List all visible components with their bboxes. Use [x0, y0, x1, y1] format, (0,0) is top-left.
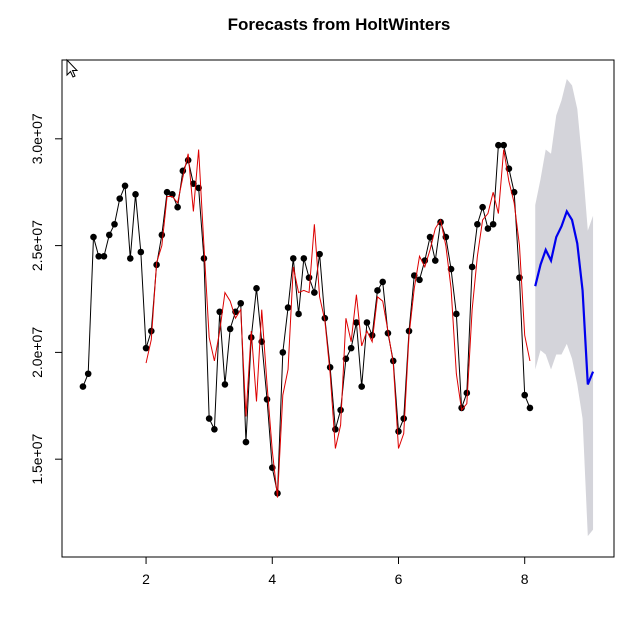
data-point	[205, 415, 213, 422]
data-point	[484, 225, 492, 232]
data-point	[190, 180, 197, 187]
data-point	[221, 381, 229, 388]
data-point	[479, 203, 486, 211]
data-point	[374, 287, 381, 294]
chart-title: Forecasts from HoltWinters	[228, 15, 451, 34]
data-point	[100, 252, 108, 260]
data-point	[284, 304, 292, 311]
data-point	[95, 252, 103, 260]
data-point	[263, 396, 271, 403]
data-point	[105, 231, 113, 239]
data-point	[84, 370, 92, 378]
data-point	[216, 308, 224, 316]
data-point	[337, 406, 344, 414]
data-point	[447, 265, 455, 273]
data-point	[316, 250, 323, 258]
data-point	[111, 220, 118, 228]
data-point	[311, 289, 318, 296]
data-point	[132, 191, 139, 198]
data-point	[158, 231, 166, 239]
series-line	[534, 208, 595, 385]
mouse-cursor	[66, 58, 79, 78]
data-point	[211, 425, 218, 433]
data-point	[90, 233, 97, 241]
data-point	[326, 364, 334, 371]
data-point	[116, 195, 124, 202]
data-point	[353, 319, 360, 326]
data-point	[163, 188, 171, 196]
forecast-interval	[535, 79, 594, 537]
data-point	[142, 344, 150, 352]
x-tick-label: 6	[395, 571, 403, 587]
data-point	[463, 389, 471, 397]
data-point	[495, 141, 502, 149]
data-point	[237, 299, 245, 307]
data-point	[295, 310, 302, 318]
data-point	[426, 233, 434, 241]
data-point	[121, 182, 129, 190]
x-tick-label: 4	[268, 571, 276, 587]
x-tick-label: 8	[521, 571, 529, 587]
data-point	[526, 404, 534, 412]
data-point	[500, 141, 507, 149]
x-tick-label: 2	[142, 571, 150, 587]
data-point	[289, 255, 297, 262]
data-point	[363, 319, 371, 326]
data-point	[416, 276, 423, 284]
data-point	[489, 220, 497, 228]
data-point	[79, 383, 87, 390]
data-point	[453, 310, 460, 318]
data-point	[253, 285, 260, 292]
data-point	[300, 255, 308, 262]
data-point	[510, 188, 518, 196]
y-tick-label: 2.5e+07	[29, 220, 45, 271]
data-point	[347, 344, 355, 352]
y-tick-label: 1.5e+07	[29, 433, 45, 484]
data-point	[368, 332, 376, 339]
data-point	[400, 415, 408, 422]
data-point	[226, 325, 234, 333]
data-point	[332, 425, 339, 433]
data-point	[147, 327, 155, 335]
data-point	[521, 391, 529, 399]
data-point	[395, 428, 402, 435]
data-point	[379, 278, 387, 286]
data-point	[431, 257, 439, 264]
data-point	[468, 263, 476, 271]
data-point	[137, 248, 145, 256]
data-point	[174, 203, 181, 211]
data-point	[279, 349, 287, 356]
data-point	[200, 255, 208, 262]
plot-frame	[61, 59, 615, 558]
data-point	[305, 274, 313, 281]
y-tick-label: 3.0e+07	[29, 113, 45, 164]
data-point	[126, 255, 134, 262]
y-tick-label: 2.0e+07	[29, 327, 45, 378]
data-point	[474, 220, 481, 228]
series-line	[145, 149, 531, 498]
data-point	[358, 383, 365, 390]
data-point	[242, 438, 250, 446]
